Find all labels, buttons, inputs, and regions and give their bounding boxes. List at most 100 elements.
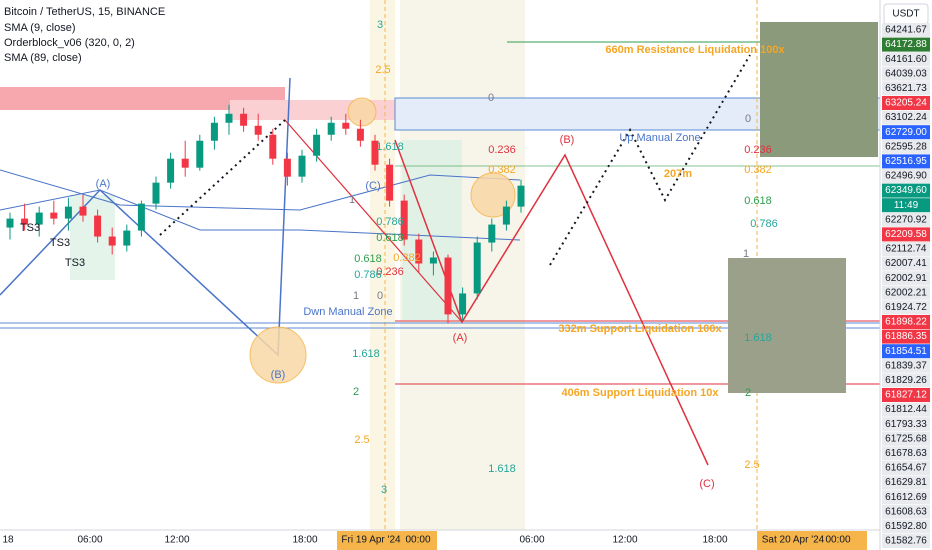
annotation: (B) <box>560 134 575 146</box>
price-label: 64161.60 <box>885 54 927 65</box>
time-label: 18 <box>2 535 14 546</box>
price-label-bg <box>882 271 930 286</box>
annotation: TS3 <box>20 222 40 234</box>
candle-body <box>35 212 43 225</box>
annotation: 207m <box>664 168 692 180</box>
price-label-bg <box>882 475 930 490</box>
candle-body <box>473 242 481 294</box>
candle-body <box>50 212 58 219</box>
annotation: (A) <box>453 332 468 344</box>
fib-label: 0.618 <box>376 232 404 244</box>
candle-body <box>181 158 189 168</box>
price-label-bg <box>882 534 930 548</box>
price-label: 61829.26 <box>885 375 927 386</box>
price-label-bg <box>882 256 930 271</box>
annotation: (C) <box>699 478 714 490</box>
photo <box>728 258 846 393</box>
price-label-bg <box>882 96 930 110</box>
candle-body <box>108 236 116 246</box>
fib-label: 0.786 <box>376 216 404 228</box>
annotation: (C) <box>365 180 380 192</box>
candle-body <box>400 200 408 240</box>
price-label: 62209.58 <box>885 229 927 240</box>
fib-label: 1 <box>743 248 749 260</box>
price-label-bg <box>882 373 930 388</box>
fib-label: 0.382 <box>488 164 516 176</box>
price-label-bg <box>882 52 930 67</box>
candle-body <box>167 158 175 183</box>
price-label: 61854.51 <box>885 346 927 357</box>
fib-label: 1.618 <box>376 141 404 153</box>
fib-label: 2.5 <box>375 64 390 76</box>
price-label-bg <box>882 37 930 52</box>
price-label: 62112.74 <box>886 244 927 255</box>
session-shade <box>370 0 395 530</box>
candle-body <box>64 206 72 219</box>
price-label-bg <box>882 110 930 125</box>
price-label-bg <box>882 461 930 475</box>
candle-body <box>283 158 291 177</box>
fib-label: 0.382 <box>744 164 772 176</box>
candle-body <box>240 113 248 126</box>
price-label-bg <box>882 285 930 300</box>
fib-label: 2.5 <box>354 434 369 446</box>
price-label: 61629.81 <box>885 477 927 488</box>
price-label-bg <box>882 490 930 505</box>
indicator: SMA (9, close) <box>4 22 76 34</box>
fib-label: 0.618 <box>354 253 382 265</box>
price-label: 63621.73 <box>885 83 927 94</box>
price-label: 62496.90 <box>885 171 927 182</box>
price-label: 61678.63 <box>885 448 927 459</box>
fib-label: 1.618 <box>352 348 380 360</box>
currency[interactable]: USDT <box>892 9 919 20</box>
fib-label: 0.618 <box>744 195 772 207</box>
price-label: 61886.35 <box>885 331 927 342</box>
wave-marker <box>347 97 377 127</box>
candle-body <box>137 203 145 231</box>
fib-label: 2 <box>745 387 751 399</box>
price-label-bg <box>882 388 930 402</box>
price-label: 61592.80 <box>885 521 927 532</box>
annotation: Dwn Manual Zone <box>303 306 392 318</box>
price-label: 62007.41 <box>885 258 927 269</box>
time-axis <box>0 530 932 550</box>
time-label: 06:00 <box>77 535 102 546</box>
candle-body <box>517 185 525 207</box>
time-highlight <box>337 531 437 550</box>
candle-body <box>415 239 423 264</box>
fib-label: 0.382 <box>393 252 421 264</box>
annotation: 406m Support Liquidation 10x <box>561 387 719 399</box>
candle-body <box>386 164 394 201</box>
price-label-bg <box>882 242 930 256</box>
price-label: 62270.92 <box>885 214 927 225</box>
candle-body <box>444 257 452 315</box>
price-label: 63205.24 <box>885 98 927 109</box>
candle-body <box>356 128 364 141</box>
price-label-bg <box>882 169 930 183</box>
price-label: 61612.69 <box>885 492 927 503</box>
price-label-bg <box>882 227 930 242</box>
fib-label: 2.5 <box>744 459 759 471</box>
candle-body <box>371 140 379 165</box>
candle-body <box>94 215 102 237</box>
candle-body <box>6 218 14 228</box>
order-block <box>230 100 405 120</box>
price-label: 61793.33 <box>885 419 927 430</box>
price-label-bg <box>882 300 930 315</box>
candle-body <box>123 230 131 246</box>
price-label: 61898.22 <box>885 317 927 328</box>
price-label: 61827.12 <box>885 390 927 401</box>
fib-label: 0 <box>377 290 383 302</box>
candle-body <box>502 206 510 225</box>
price-label: 11:49 <box>894 200 919 211</box>
symbol: Bitcoin / TetherUS, 15, BINANCE <box>4 6 165 18</box>
candle-body <box>152 182 160 204</box>
indicator: Orderblock_v06 (320, 0, 2) <box>4 37 135 49</box>
fib-label: 1.618 <box>488 463 516 475</box>
time-highlight <box>757 531 867 550</box>
wave-marker <box>249 326 307 384</box>
candle-body <box>254 125 262 135</box>
price-label-bg <box>882 446 930 461</box>
candle-body <box>313 134 321 156</box>
